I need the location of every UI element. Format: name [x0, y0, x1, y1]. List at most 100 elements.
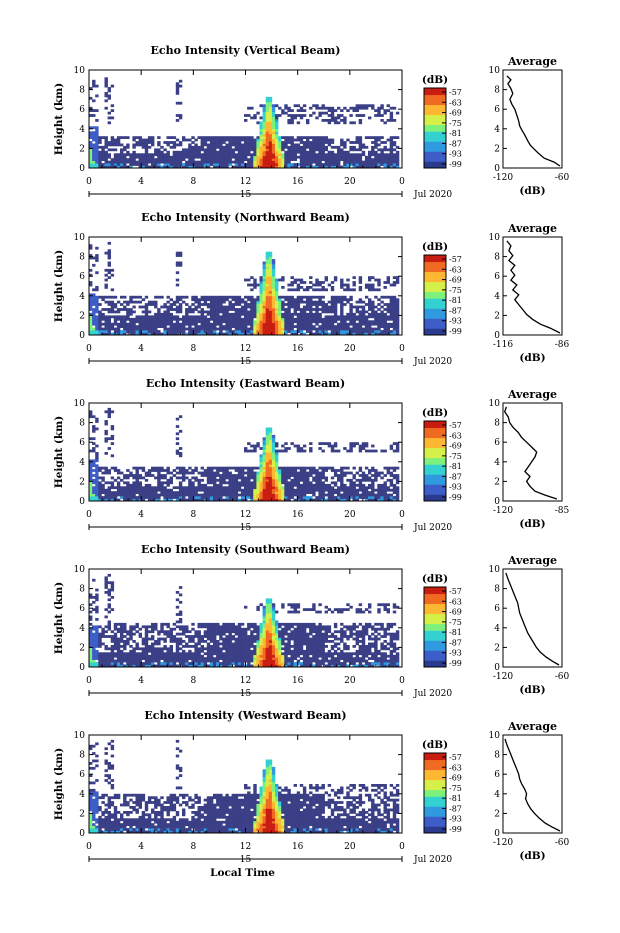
heatmap-cell	[213, 311, 216, 314]
heatmap-cell	[92, 82, 95, 85]
heatmap-cell	[266, 452, 269, 455]
heatmap-cell	[322, 494, 325, 497]
heatmap-cell	[322, 141, 325, 144]
heatmap-cell	[101, 296, 104, 299]
heatmap-cell	[263, 328, 266, 331]
heatmap-cell	[238, 325, 241, 328]
heatmap-cell	[160, 477, 163, 480]
heatmap-cell	[247, 481, 250, 484]
heatmap-cell	[356, 442, 359, 445]
colorbar-tick-label: -93	[449, 317, 462, 326]
heatmap-cell	[108, 163, 111, 166]
heatmap-cell	[287, 296, 290, 299]
heatmap-cell	[390, 315, 393, 318]
heatmap-cell	[396, 323, 399, 326]
heatmap-cell	[353, 148, 356, 151]
heatmap-cell	[145, 139, 148, 142]
heatmap-cell	[287, 318, 290, 321]
heatmap-cell	[353, 325, 356, 328]
heatmap-cell	[191, 296, 194, 299]
heatmap-cell	[318, 301, 321, 304]
heatmap-cell	[232, 474, 235, 477]
heatmap-cell	[98, 163, 101, 166]
heatmap-cell	[247, 486, 250, 489]
profile-y-tick-label: 6	[494, 438, 500, 448]
heatmap-cell	[343, 117, 346, 120]
heatmap-cell	[291, 284, 294, 287]
heatmap-cell	[157, 144, 160, 147]
heatmap-cell	[229, 296, 232, 299]
heatmap-cell	[393, 163, 396, 166]
heatmap-cell	[207, 163, 210, 166]
heatmap-cell	[198, 311, 201, 314]
heatmap-cell	[111, 442, 114, 445]
heatmap-cell	[368, 284, 371, 287]
heatmap-cell	[349, 146, 352, 149]
heatmap-cell	[272, 308, 275, 311]
heatmap-cell	[198, 328, 201, 331]
heatmap-cell	[176, 647, 179, 650]
heatmap-cell	[213, 163, 216, 166]
heatmap-cell	[204, 469, 207, 472]
heatmap-cell	[117, 481, 120, 484]
heatmap-cell	[253, 308, 256, 311]
heatmap-cell	[207, 467, 210, 470]
heatmap-cell	[241, 481, 244, 484]
heatmap-cell	[306, 484, 309, 487]
heatmap-cell	[263, 114, 266, 117]
heatmap-cell	[101, 151, 104, 154]
heatmap-cell	[362, 489, 365, 492]
heatmap-cell	[359, 146, 362, 149]
profile-x-tick-label: -120	[493, 506, 513, 516]
heatmap-cell	[349, 308, 352, 311]
heatmap-cell	[154, 469, 157, 472]
heatmap-cell	[120, 296, 123, 299]
heatmap-cell	[126, 151, 129, 154]
heatmap-cell	[353, 489, 356, 492]
heatmap-cell	[377, 328, 380, 331]
heatmap-cell	[95, 301, 98, 304]
heatmap-cell	[362, 491, 365, 494]
heatmap-cell	[136, 625, 139, 628]
heatmap-cell	[377, 298, 380, 301]
heatmap-cell	[213, 467, 216, 470]
heatmap-cell	[176, 633, 179, 636]
heatmap-cell	[98, 330, 101, 333]
heatmap-cell	[160, 323, 163, 326]
heatmap-cell	[89, 151, 92, 154]
heatmap-cell	[148, 491, 151, 494]
heatmap-cell	[303, 301, 306, 304]
heatmap-cell	[111, 496, 114, 499]
heatmap-cell	[173, 635, 176, 638]
heatmap-cell	[343, 298, 346, 301]
heatmap-cell	[365, 486, 368, 489]
heatmap-cell	[278, 136, 281, 139]
heatmap-cell	[287, 491, 290, 494]
heatmap-cell	[123, 306, 126, 309]
heatmap-cell	[260, 303, 263, 306]
heatmap-cell	[98, 136, 101, 139]
heatmap-cell	[337, 163, 340, 166]
heatmap-cell	[322, 484, 325, 487]
heatmap-cell	[359, 479, 362, 482]
heatmap-cell	[210, 481, 213, 484]
heatmap-cell	[266, 318, 269, 321]
heatmap-cell	[194, 153, 197, 156]
heatmap-cell	[250, 450, 253, 453]
heatmap-cell	[300, 450, 303, 453]
heatmap-cell	[89, 474, 92, 477]
heatmap-cell	[260, 156, 263, 159]
profile-x-tick-label: -120	[493, 173, 513, 183]
heatmap-cell	[359, 447, 362, 450]
heatmap-cell	[132, 144, 135, 147]
heatmap-cell	[356, 301, 359, 304]
heatmap-cell	[297, 136, 300, 139]
heatmap-cell	[210, 141, 213, 144]
heatmap-cell	[139, 306, 142, 309]
heatmap-cell	[272, 109, 275, 112]
heatmap-cell	[114, 479, 117, 482]
heatmap-cell	[219, 151, 222, 154]
heatmap-cell	[136, 472, 139, 475]
heatmap-cell	[201, 153, 204, 156]
heatmap-cell	[225, 161, 228, 164]
